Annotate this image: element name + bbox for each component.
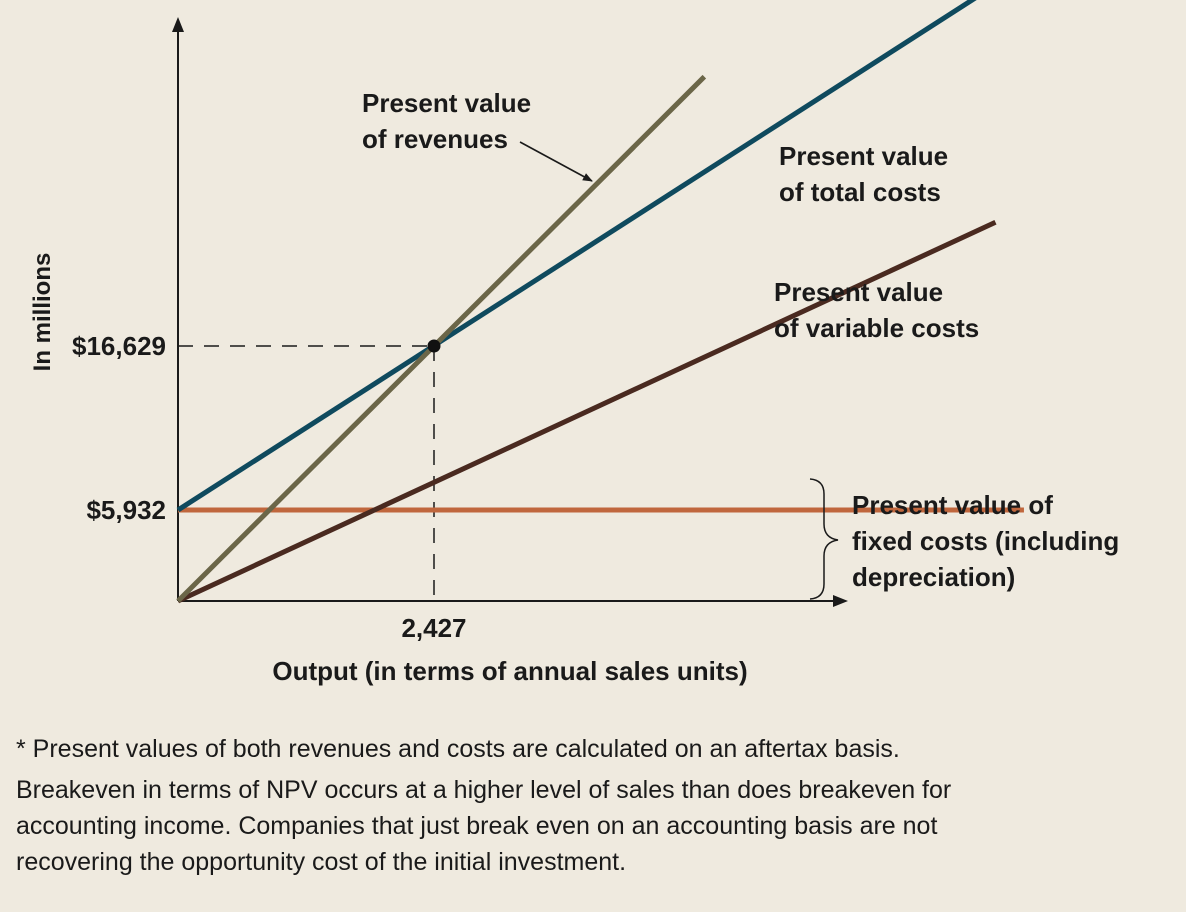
variable-costs-line bbox=[176, 219, 997, 604]
variable-costs-label: Present value of variable costs bbox=[774, 277, 979, 343]
notes: * Present values of both revenues and co… bbox=[16, 730, 1166, 880]
caption: Breakeven in terms of NPV occurs at a hi… bbox=[16, 776, 952, 876]
total-costs-label: Present value of total costs bbox=[779, 141, 955, 207]
revenue-label-pointer bbox=[519, 141, 593, 182]
revenue-line bbox=[176, 74, 707, 603]
x-axis-label: Output (in terms of annual sales units) bbox=[272, 656, 747, 686]
footnote: * Present values of both revenues and co… bbox=[16, 735, 900, 763]
revenue-label: Present value of revenues bbox=[362, 88, 538, 154]
total-costs-line bbox=[176, 0, 977, 513]
breakeven-chart: In millions Output (in terms of annual s… bbox=[29, 0, 1126, 686]
y-axis-label: In millions bbox=[29, 253, 56, 372]
x-tick-label: 2,427 bbox=[401, 613, 466, 643]
x-axis-arrow-icon bbox=[833, 595, 848, 607]
breakeven-point bbox=[427, 339, 441, 353]
fixed-costs-label: Present value of fixed costs (including … bbox=[852, 490, 1126, 592]
y-axis-arrow-icon bbox=[172, 17, 184, 32]
y-tick-label: $5,932 bbox=[86, 495, 166, 525]
fixed-costs-brace bbox=[809, 478, 839, 600]
y-tick-label: $16,629 bbox=[72, 331, 166, 361]
